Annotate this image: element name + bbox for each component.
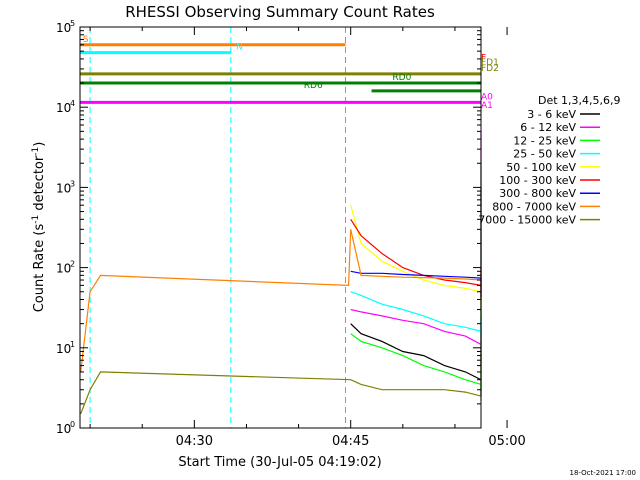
legend-label-4: 50 - 100 keV [506,161,576,174]
y-tick-exp-3: 3 [70,179,75,188]
x-tick-label-1: 04:45 [332,434,369,449]
y-tick-label-4: 10 [56,101,71,115]
y-axis-label-sup-1: -1 [31,215,41,224]
legend-label-6: 300 - 800 keV [499,187,576,200]
legend-label-8: 7000 - 15000 keV [478,214,576,227]
flag-label-1: N [236,43,243,53]
x-axis-label: Start Time (30-Jul-05 04:19:02) [178,455,381,470]
x-tick-label-0: 04:30 [176,434,213,449]
y-tick-label-2: 10 [56,262,71,276]
flag-label-6: RD0 [392,73,411,83]
flag-label-8: A0 [481,92,493,102]
legend-label-0: 3 - 6 keV [527,108,576,121]
y-tick-exp-5: 5 [70,19,75,28]
y-axis-label: Count Rate (s-1 detector-1) [31,142,47,313]
y-tick-exp-0: 0 [70,420,75,429]
chart-title: RHESSI Observing Summary Count Rates [125,3,435,21]
x-tick-label-2: 05:00 [488,434,525,449]
legend-label-5: 100 - 300 keV [499,174,576,187]
y-tick-label-3: 10 [56,181,71,195]
legend-label-1: 6 - 12 keV [520,121,576,134]
y-axis-label-part-1: Count Rate (s [32,224,47,313]
flag-label-2: F [481,54,486,64]
plot-frame [79,26,482,429]
legend-label-7: 800 - 7000 keV [492,200,576,213]
legend-title: Det 1,3,4,5,6,9 [538,94,621,107]
y-tick-exp-2: 2 [70,260,75,269]
y-tick-label-0: 10 [56,422,71,436]
y-tick-label-5: 10 [56,21,71,35]
y-tick-exp-1: 1 [70,340,75,349]
flag-label-4: FD2 [481,64,499,74]
y-axis-label-part-2: detector [32,155,47,215]
footer-timestamp: 18-Oct-2021 17:00 [570,469,636,477]
y-axis-label-part-3: ) [32,142,47,147]
y-tick-exp-4: 4 [70,99,75,108]
legend-label-2: 12 - 25 keV [513,134,576,147]
y-axis-label-sup-2: -1 [31,147,41,156]
flag-label-10: A1 [481,101,493,111]
legend-label-3: 25 - 50 keV [513,148,576,161]
flag-label-7: RD6 [304,81,323,91]
flag-label-0: S [83,35,89,45]
y-tick-label-1: 10 [56,342,71,356]
flag-label-3: FD1 [481,58,499,68]
